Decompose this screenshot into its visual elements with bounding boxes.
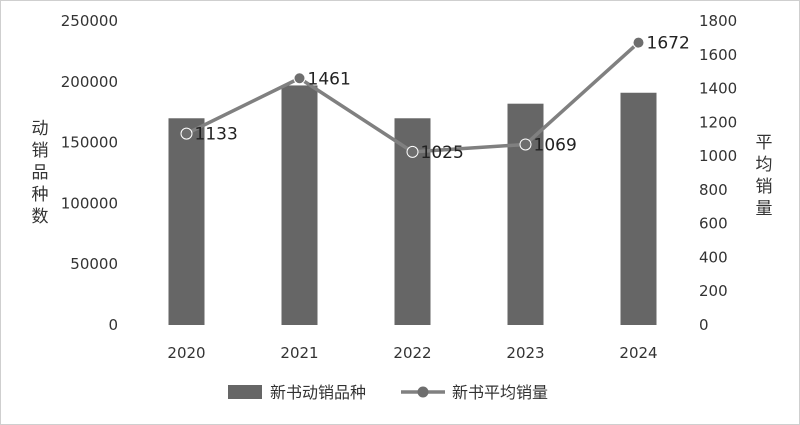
bar-2021 <box>281 85 318 325</box>
legend-bar-label: 新书动销品种 <box>270 383 366 402</box>
right-tick-label: 1000 <box>699 147 737 165</box>
data-label-2020: 1133 <box>195 125 238 145</box>
bar-2024 <box>620 92 657 325</box>
x-axis-ticks: 2020 2021 2022 2023 2024 <box>167 344 657 362</box>
x-tick-label: 2021 <box>280 344 318 362</box>
legend-bar-swatch <box>228 385 262 399</box>
left-axis-title: 动销品种数 <box>32 119 49 227</box>
left-tick-label: 50000 <box>70 255 118 273</box>
right-axis-title: 平均销量 <box>756 133 773 219</box>
line-point-2023 <box>519 138 532 151</box>
right-tick-label: 1200 <box>699 113 737 131</box>
x-tick-label: 2022 <box>393 344 431 362</box>
right-tick-label: 600 <box>699 215 728 233</box>
right-tick-label: 1800 <box>699 12 737 30</box>
right-tick-label: 400 <box>699 248 728 266</box>
data-label-2022: 1025 <box>421 143 464 163</box>
right-tick-label: 800 <box>699 181 728 199</box>
right-axis-ticks: 0 200 400 600 800 1000 1200 1400 1600 1800 <box>699 12 737 334</box>
x-tick-label: 2023 <box>506 344 544 362</box>
left-tick-label: 250000 <box>61 12 118 30</box>
line-point-2022 <box>406 145 419 158</box>
left-tick-label: 100000 <box>61 194 118 212</box>
x-tick-label: 2024 <box>619 344 657 362</box>
left-tick-label: 150000 <box>61 134 118 152</box>
legend: 新书动销品种 新书平均销量 <box>228 383 548 402</box>
right-tick-label: 0 <box>699 316 709 334</box>
data-label-2024: 1672 <box>647 34 690 54</box>
x-tick-label: 2020 <box>167 344 205 362</box>
bar-2020 <box>168 118 205 325</box>
legend-line-marker <box>417 386 429 398</box>
data-label-2023: 1069 <box>534 135 577 155</box>
axis-titles: 动销品种数 平均销量 <box>32 119 773 227</box>
line-point-2024 <box>632 36 645 49</box>
left-tick-label: 0 <box>108 316 118 334</box>
line-data-labels: 1133 1461 1025 1069 1672 <box>195 34 690 163</box>
line-series <box>180 36 645 158</box>
line-point-2021 <box>293 72 306 85</box>
right-tick-label: 1400 <box>699 80 737 98</box>
right-tick-label: 1600 <box>699 46 737 64</box>
right-tick-label: 200 <box>699 282 728 300</box>
data-label-2021: 1461 <box>308 69 351 89</box>
left-tick-label: 200000 <box>61 73 118 91</box>
line-point-2020 <box>180 127 193 140</box>
left-axis-ticks: 0 50000 100000 150000 200000 250000 <box>61 12 118 334</box>
legend-line-label: 新书平均销量 <box>452 383 548 402</box>
